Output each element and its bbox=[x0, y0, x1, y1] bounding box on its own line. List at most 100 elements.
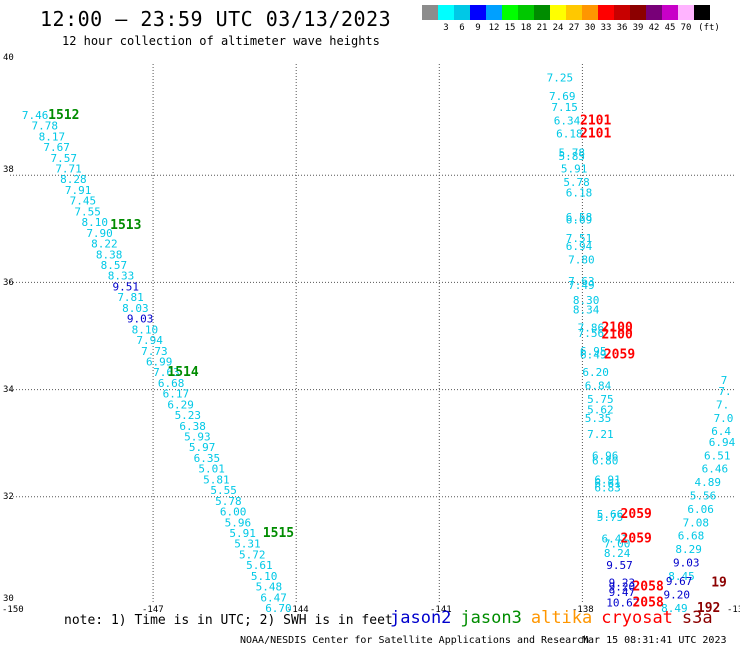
wave-height-value: 6.38 bbox=[179, 420, 206, 433]
wave-height-value: 7.15 bbox=[551, 101, 578, 114]
scale-label: 36 bbox=[616, 23, 628, 33]
wave-height-value: 6.46 bbox=[702, 463, 729, 476]
wave-height-value: 6.80 bbox=[592, 455, 619, 468]
scale-swatch bbox=[550, 5, 566, 20]
wave-height-value: 6.47 bbox=[260, 591, 287, 604]
wave-height-value: 7.63 bbox=[153, 366, 180, 379]
legend-jason3: jason3 bbox=[460, 608, 522, 628]
wave-height-value: 6.35 bbox=[194, 452, 221, 465]
wave-height-value: 5.91 bbox=[229, 527, 256, 540]
pass-time-label: 192 bbox=[697, 601, 720, 616]
scale-swatch bbox=[454, 5, 470, 20]
wave-height-value: 5.31 bbox=[234, 538, 261, 551]
wave-height-value: 6.94 bbox=[709, 436, 736, 449]
wave-height-value: 10.62 bbox=[606, 597, 639, 610]
scale-swatch bbox=[566, 5, 582, 20]
wave-height-value: 8.24 bbox=[604, 547, 631, 560]
wave-height-value: 7.57 bbox=[51, 152, 78, 165]
wave-height-value: 5.78 bbox=[559, 146, 586, 159]
wave-height-value: 6.29 bbox=[167, 398, 194, 411]
wave-height-value: 6.99 bbox=[146, 355, 173, 368]
y-tick-label: 34 bbox=[3, 385, 14, 395]
scale-swatch bbox=[438, 5, 454, 20]
wave-height-value: 7.51 bbox=[566, 232, 593, 245]
wave-height-value: 7.73 bbox=[141, 345, 168, 358]
pass-time-label: 2101 bbox=[580, 127, 611, 142]
wave-height-value: 5.62 bbox=[587, 404, 614, 417]
wave-height-value: 7.63 bbox=[568, 275, 595, 288]
wave-height-value: 7.55 bbox=[74, 205, 101, 218]
scale-swatch bbox=[518, 5, 534, 20]
pass-time-label: 1513 bbox=[110, 218, 141, 233]
wave-height-value: 5.75 bbox=[587, 393, 614, 406]
pass-time-label: 2058 bbox=[632, 596, 663, 611]
wave-height-value: 9.23 bbox=[609, 576, 636, 589]
x-tick-label: -144 bbox=[287, 605, 309, 615]
wave-height-value: 5.55 bbox=[210, 484, 237, 497]
wave-height-value: 4.89 bbox=[694, 476, 721, 489]
wave-height-value: 7.78 bbox=[31, 120, 58, 133]
wave-height-value: 7.69 bbox=[549, 90, 576, 103]
y-tick-label: 30 bbox=[3, 594, 14, 604]
wave-height-value: 7.49 bbox=[568, 279, 595, 292]
wave-height-value: 5.96 bbox=[225, 516, 252, 529]
wave-height-value: 9.20 bbox=[663, 589, 690, 602]
wave-height-value: 8.45 bbox=[668, 570, 695, 583]
wave-height-value: 7.56 bbox=[578, 327, 605, 340]
scale-label: 3 bbox=[443, 23, 449, 33]
pass-time-label: 2101 bbox=[580, 113, 611, 128]
wave-height-value: 5.35 bbox=[585, 412, 612, 425]
wave-height-value: 7. bbox=[716, 398, 729, 411]
wave-height-value: 5.93 bbox=[184, 431, 211, 444]
wave-height-value: 6.68 bbox=[158, 377, 185, 390]
wave-height-value: 5.75 bbox=[597, 511, 624, 524]
scale-swatch bbox=[502, 5, 518, 20]
pass-time-label: 19 bbox=[711, 575, 727, 590]
scale-swatch bbox=[422, 5, 438, 20]
wave-height-value: 5.91 bbox=[561, 163, 588, 176]
wave-height-value: 8.38 bbox=[96, 248, 123, 261]
wave-height-value: 6.83 bbox=[594, 481, 621, 494]
wave-height-value: 7.67 bbox=[43, 141, 70, 154]
wave-height-value: 8.30 bbox=[573, 294, 600, 307]
wave-height-value: 7.91 bbox=[65, 184, 92, 197]
wave-height-value: 6.91 bbox=[594, 473, 621, 486]
scale-label: 24 bbox=[552, 23, 564, 33]
wave-height-value: 5.81 bbox=[203, 473, 230, 486]
wave-height-value: 7.08 bbox=[683, 516, 710, 529]
wave-height-value: 6.06 bbox=[687, 503, 714, 516]
wave-height-value: 9.47 bbox=[609, 586, 636, 599]
wave-height-value: 6.41 bbox=[601, 532, 628, 545]
wave-height-value: 8.57 bbox=[101, 259, 128, 272]
scale-swatch bbox=[582, 5, 598, 20]
wave-height-value: 7.21 bbox=[587, 428, 614, 441]
scale-label: 30 bbox=[584, 23, 596, 33]
wave-height-value: 7.94 bbox=[136, 334, 163, 347]
scale-swatch bbox=[470, 5, 486, 20]
wave-height-value: 8.10 bbox=[132, 323, 159, 336]
wave-height-value: 6.84 bbox=[585, 380, 612, 393]
scale-label: 9 bbox=[475, 23, 481, 33]
wave-height-value: 8.03 bbox=[122, 302, 149, 315]
pass-time-label: 2058 bbox=[632, 580, 663, 595]
wave-height-value: 9.03 bbox=[673, 556, 700, 569]
pass-time-label: 2059 bbox=[604, 348, 635, 363]
wave-height-value: 5.66 bbox=[597, 508, 624, 521]
pass-time-label: 1514 bbox=[167, 365, 198, 380]
wave-height-value: 8.22 bbox=[91, 238, 118, 251]
wave-height-value: 6.20 bbox=[582, 366, 609, 379]
scale-label: 39 bbox=[632, 23, 644, 33]
wave-height-value: 9.03 bbox=[127, 313, 153, 326]
scale-label: 6 bbox=[459, 23, 465, 33]
wave-height-value: 6.96 bbox=[592, 449, 619, 462]
wave-height-value: 5.10 bbox=[251, 570, 278, 583]
wave-height-value: 6.94 bbox=[566, 240, 593, 253]
generation-timestamp: Mar 15 08:31:41 UTC 2023 bbox=[582, 635, 727, 646]
wave-height-value: 6.69 bbox=[566, 213, 593, 226]
wave-height-value: 7.80 bbox=[568, 254, 595, 267]
legend-s3a: s3a bbox=[681, 608, 713, 628]
pass-time-label: 2059 bbox=[621, 507, 652, 522]
credit-line: NOAA/NESDIS Center for Satellite Applica… bbox=[240, 635, 590, 646]
scale-label: 42 bbox=[648, 23, 660, 33]
